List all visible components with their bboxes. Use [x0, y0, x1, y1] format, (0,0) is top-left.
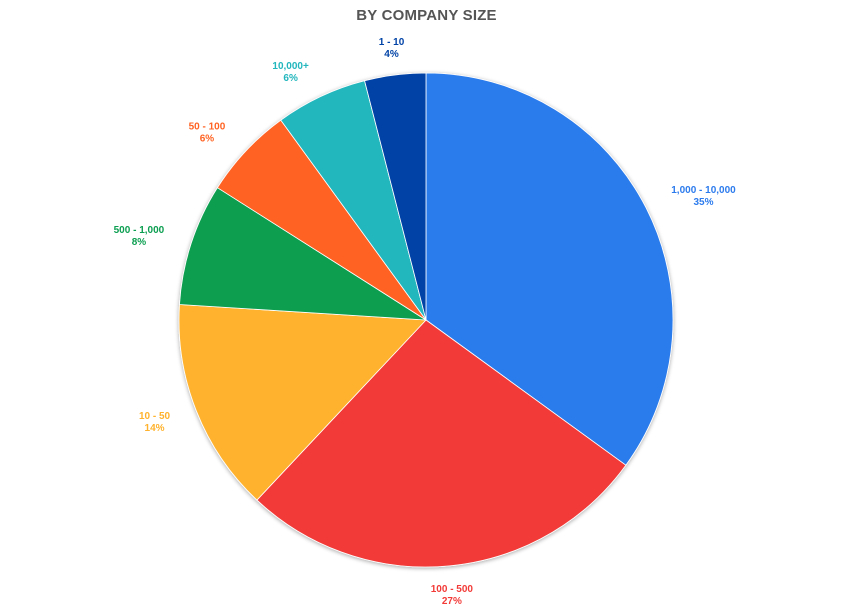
slice-label: 10,000+6% — [272, 61, 309, 84]
pie-slice — [179, 187, 427, 321]
pie-slice — [425, 72, 674, 466]
pie-slice — [178, 304, 427, 501]
slice-category-label: 1,000 - 10,000 — [671, 185, 736, 196]
slice-value-label: 6% — [283, 73, 298, 84]
slice-value-label: 6% — [200, 134, 215, 145]
slice-category-label: 500 - 1,000 — [114, 225, 165, 236]
slice-category-label: 10,000+ — [272, 61, 309, 72]
slices-layer — [178, 72, 674, 568]
slice-category-label: 100 - 500 — [431, 584, 474, 595]
slice-category-label: 10 - 50 — [139, 411, 171, 422]
slice-value-label: 35% — [693, 197, 713, 208]
pie-slice — [256, 319, 627, 568]
slice-category-label: 50 - 100 — [189, 122, 226, 133]
slice-category-label: 1 - 10 — [379, 37, 405, 48]
slice-value-label: 8% — [132, 237, 147, 248]
chart-title: BY COMPANY SIZE — [356, 7, 497, 24]
slice-value-label: 27% — [442, 596, 462, 607]
pie-slice — [364, 72, 427, 321]
slice-value-label: 4% — [384, 49, 399, 60]
slice-value-label: 14% — [145, 423, 165, 434]
slice-label: 1 - 104% — [379, 37, 405, 60]
